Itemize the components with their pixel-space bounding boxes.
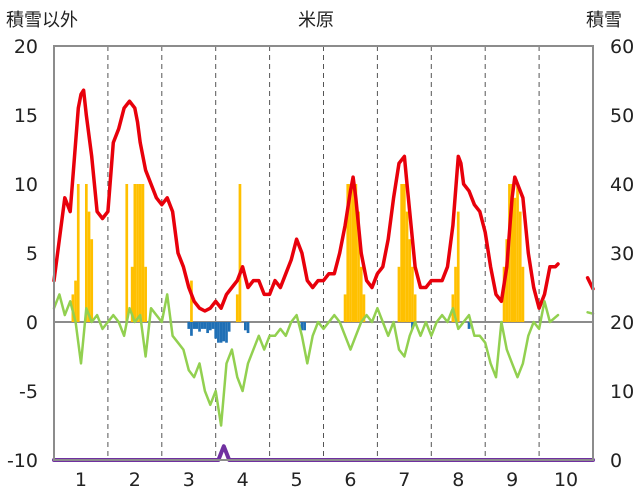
bar <box>235 294 239 322</box>
bar <box>411 266 414 322</box>
bar <box>362 294 366 322</box>
x-tick-label: 4 <box>237 469 249 491</box>
right-tick-label: 30 <box>610 243 634 265</box>
bar <box>359 266 363 322</box>
bar <box>133 184 137 322</box>
bar <box>454 266 457 322</box>
bar <box>467 322 471 329</box>
x-tick-label: 3 <box>183 469 195 491</box>
bar <box>203 322 207 329</box>
left-tick-label: -10 <box>7 450 38 472</box>
x-tick-labels: 1 2 3 4 5 6 7 8 9 10 <box>75 469 578 491</box>
left-tick-label: 20 <box>14 36 38 58</box>
bar <box>521 266 525 322</box>
bar <box>187 322 191 329</box>
bar <box>141 184 145 322</box>
x-tick-label: 7 <box>398 469 410 491</box>
bar <box>190 280 193 322</box>
bar <box>136 184 139 322</box>
bar <box>456 211 460 322</box>
bar <box>84 184 88 322</box>
bar <box>505 239 509 322</box>
bars <box>71 184 525 343</box>
bar <box>351 184 355 322</box>
x-tick-label: 10 <box>554 469 578 491</box>
bar <box>219 322 223 343</box>
bar <box>408 239 412 322</box>
bar <box>397 266 401 322</box>
bar <box>198 322 201 332</box>
series-line <box>52 88 560 313</box>
bar <box>200 322 204 329</box>
bar <box>222 322 226 342</box>
bar <box>300 322 304 331</box>
bar <box>510 184 514 322</box>
right-tick-label: 10 <box>610 381 634 403</box>
left-tick-label: 15 <box>14 105 38 127</box>
bar <box>214 322 218 339</box>
left-tick-label: 0 <box>26 312 38 334</box>
right-tick-labels: 0 10 20 30 40 50 60 <box>610 36 634 472</box>
bar <box>354 184 358 322</box>
chart-title: 米原 <box>298 10 334 31</box>
bar <box>405 211 409 322</box>
bar <box>243 322 247 331</box>
bar <box>349 184 352 322</box>
bar <box>90 239 94 322</box>
bar <box>87 211 91 322</box>
right-tick-label: 40 <box>610 174 634 196</box>
bar <box>225 322 228 343</box>
right-tick-label: 0 <box>610 450 622 472</box>
bar <box>400 184 404 322</box>
right-tick-label: 60 <box>610 36 634 58</box>
left-tick-label: 5 <box>26 243 38 265</box>
right-tick-label: 20 <box>610 312 634 334</box>
bar <box>144 266 147 322</box>
x-tick-label: 5 <box>291 469 303 491</box>
bar <box>190 322 193 336</box>
left-axis-title: 積雪以外 <box>6 10 78 31</box>
bar <box>303 322 306 331</box>
bar <box>130 266 134 322</box>
bar <box>357 211 360 322</box>
x-tick-label: 8 <box>452 469 464 491</box>
bar <box>192 322 196 329</box>
bar <box>74 280 77 322</box>
bar <box>513 197 517 322</box>
bar <box>206 322 209 334</box>
bar <box>227 322 231 332</box>
bar <box>346 184 350 322</box>
bar <box>217 322 220 343</box>
left-tick-labels: -10 -5 0 5 10 15 20 <box>7 36 38 472</box>
bar <box>518 211 522 322</box>
bar <box>343 294 347 322</box>
x-tick-label: 6 <box>344 469 356 491</box>
bar <box>208 322 212 331</box>
bar <box>403 184 406 322</box>
bar <box>125 184 129 322</box>
x-tick-label: 2 <box>129 469 141 491</box>
plot-frame <box>53 45 594 461</box>
bar <box>246 322 250 334</box>
series-line <box>52 293 560 427</box>
x-tick-label: 9 <box>506 469 518 491</box>
left-tick-label: 10 <box>14 174 38 196</box>
bar <box>516 184 519 322</box>
bar <box>76 184 80 322</box>
bar <box>211 322 215 329</box>
left-tick-label: -5 <box>19 381 38 403</box>
x-tick-label: 1 <box>75 469 87 491</box>
bar <box>413 294 417 322</box>
bar <box>138 184 142 322</box>
bar <box>238 184 242 322</box>
bar <box>195 322 199 329</box>
right-axis-title: 積雪 <box>586 10 622 31</box>
right-tick-label: 50 <box>610 105 634 127</box>
